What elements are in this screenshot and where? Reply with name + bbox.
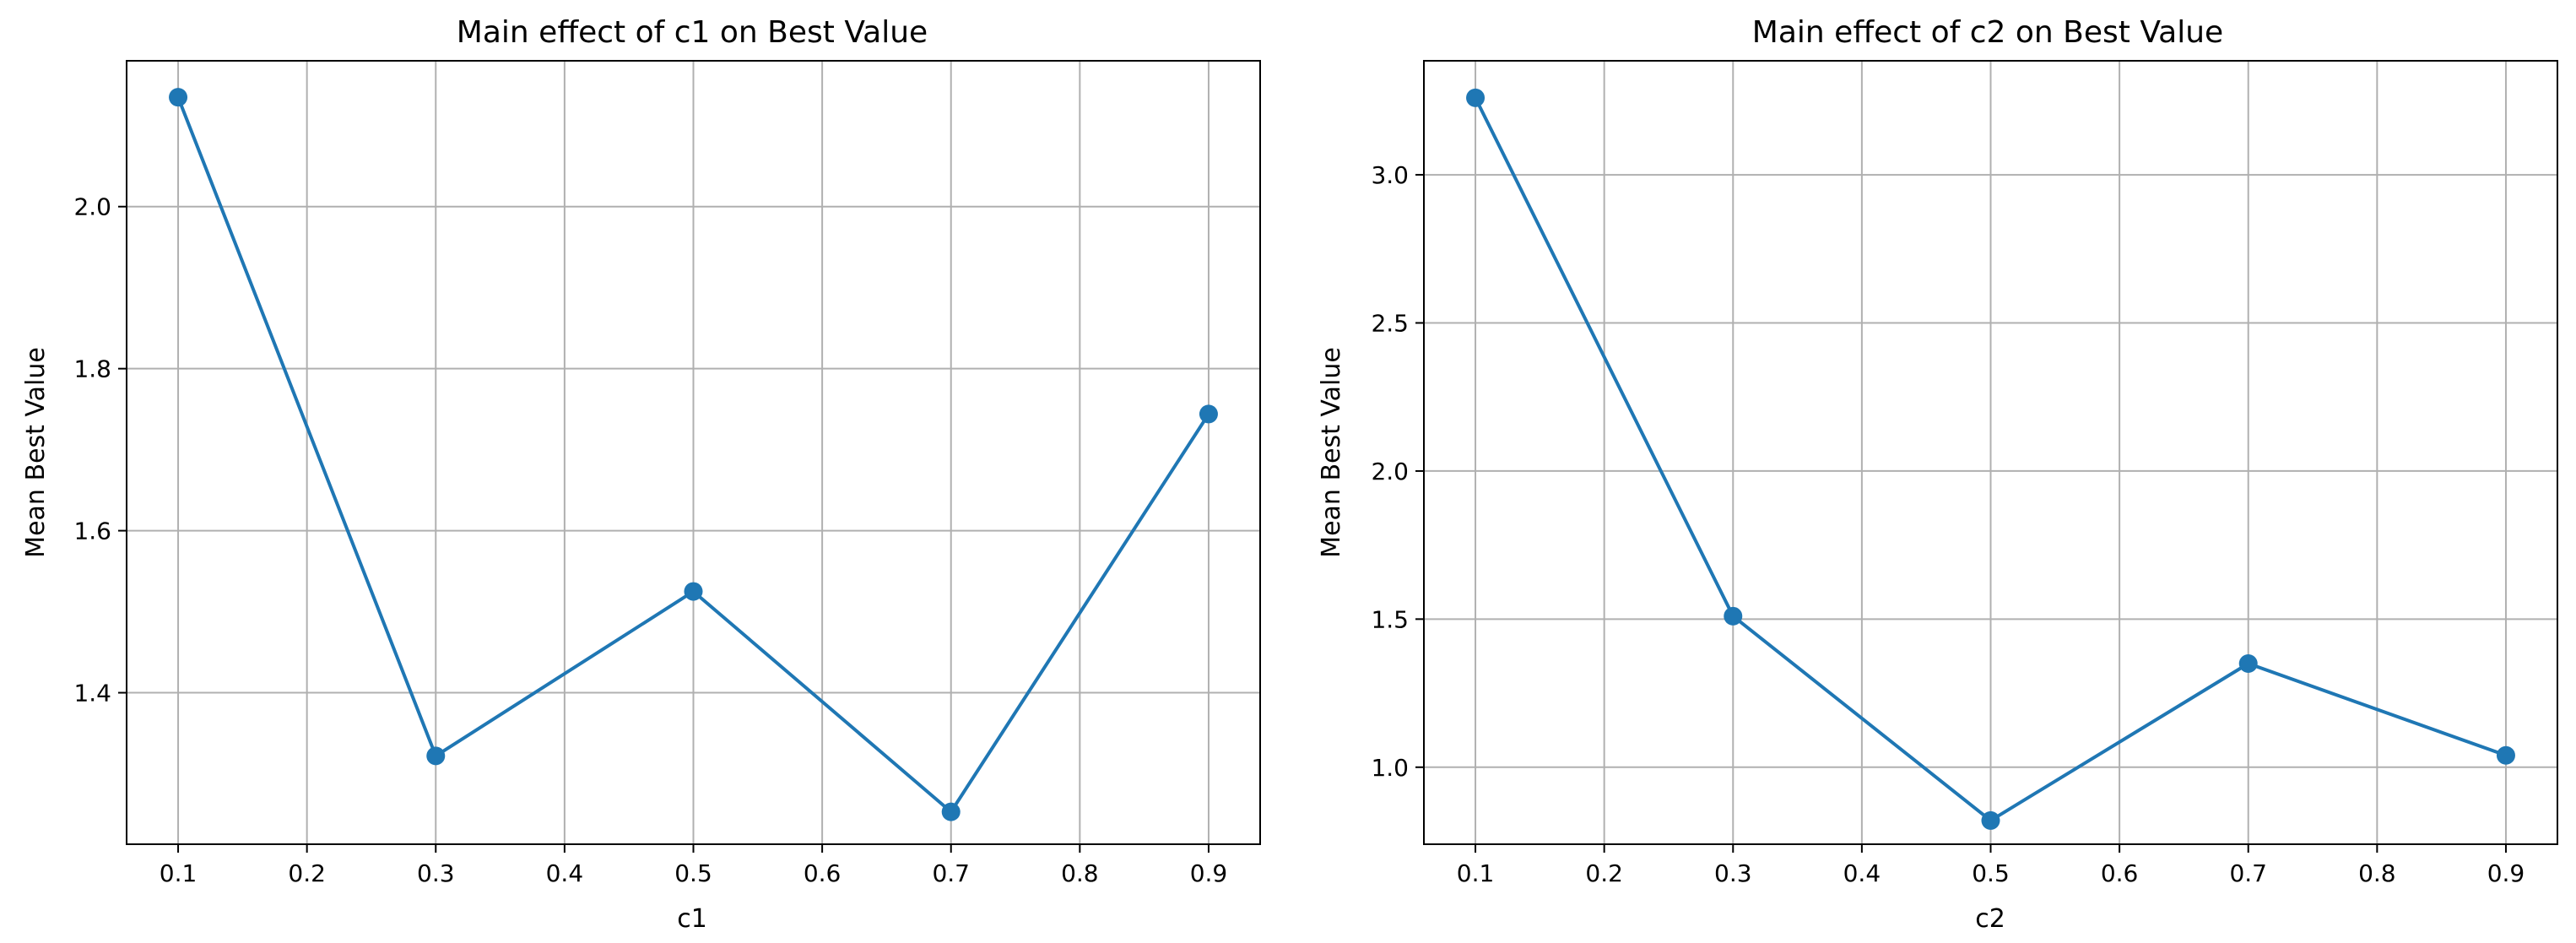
x-tick-label: 0.4 <box>1843 859 1881 887</box>
grid <box>127 61 1260 844</box>
subplot-c1: Main effect of c1 on Best Value 0.1 0.2 0.… <box>21 15 1261 934</box>
y-tick-label: 2.5 <box>1371 310 1409 338</box>
x-tick-label: 0.9 <box>2487 859 2525 887</box>
data-point <box>941 802 961 821</box>
x-tick-label: 0.6 <box>2101 859 2139 887</box>
data-point <box>1466 88 1486 107</box>
data-point <box>2238 653 2258 673</box>
x-tick-label: 0.6 <box>804 859 842 887</box>
y-tick-label: 1.4 <box>73 680 111 707</box>
data-point <box>684 582 703 601</box>
y-tick-label: 1.8 <box>73 355 111 383</box>
data-point <box>1724 606 1743 626</box>
plot-area: 0.1 0.2 0.3 0.4 0.5 0.6 0.7 0.8 0.9 1.0 1.5 2.0 2.5… <box>1371 60 2558 887</box>
x-tick-label: 0.8 <box>1061 859 1099 887</box>
y-tick-label: 2.0 <box>73 193 111 221</box>
y-tick-label: 1.5 <box>1371 605 1409 633</box>
series <box>169 88 1218 821</box>
y-tick-label: 2.0 <box>1371 458 1409 485</box>
subplot-c2: Main effect of c2 on Best Value 0.1 0.2 0.… <box>1317 15 2558 934</box>
x-tick-label: 0.9 <box>1190 859 1228 887</box>
x-tick-label: 0.3 <box>417 859 455 887</box>
y-axis-label: Mean Best Value <box>1317 347 1346 558</box>
x-tick-label: 0.4 <box>546 859 584 887</box>
x-axis-label: c1 <box>677 904 707 934</box>
grid <box>1424 61 2557 844</box>
x-tick-label: 0.1 <box>160 859 198 887</box>
x-axis-label: c2 <box>1975 904 2005 934</box>
x-tick-label: 0.5 <box>674 859 712 887</box>
plot-area: 0.1 0.2 0.3 0.4 0.5 0.6 0.7 0.8 0.9 1.4 1.6 1.8 2.0 <box>73 60 1261 887</box>
x-ticks: 0.1 0.2 0.3 0.4 0.5 0.6 0.7 0.8 0.9 <box>1457 844 2525 887</box>
y-tick-label: 1.0 <box>1371 754 1409 782</box>
x-tick-label: 0.8 <box>2358 859 2396 887</box>
y-tick-label: 3.0 <box>1371 161 1409 189</box>
x-tick-label: 0.2 <box>1585 859 1623 887</box>
data-point <box>1981 810 2000 830</box>
x-tick-label: 0.1 <box>1457 859 1495 887</box>
x-tick-label: 0.5 <box>1972 859 2010 887</box>
y-axis-label: Mean Best Value <box>21 347 51 558</box>
x-tick-label: 0.7 <box>932 859 970 887</box>
y-tick-label: 1.6 <box>73 518 111 545</box>
data-point <box>1199 404 1218 424</box>
data-point <box>2496 745 2515 765</box>
chart-title: Main effect of c1 on Best Value <box>457 15 928 50</box>
chart-title: Main effect of c2 on Best Value <box>1752 15 2223 50</box>
axes-frame <box>126 60 1261 845</box>
x-tick-label: 0.3 <box>1714 859 1752 887</box>
data-point <box>169 88 188 107</box>
y-ticks: 1.4 1.6 1.8 2.0 <box>73 193 127 707</box>
axes-frame <box>1423 60 2558 845</box>
y-ticks: 1.0 1.5 2.0 2.5 3.0 <box>1371 161 1424 782</box>
series <box>1466 88 2515 830</box>
x-tick-label: 0.2 <box>288 859 326 887</box>
x-ticks: 0.1 0.2 0.3 0.4 0.5 0.6 0.7 0.8 0.9 <box>160 844 1227 887</box>
x-tick-label: 0.7 <box>2229 859 2267 887</box>
data-point <box>426 746 446 766</box>
